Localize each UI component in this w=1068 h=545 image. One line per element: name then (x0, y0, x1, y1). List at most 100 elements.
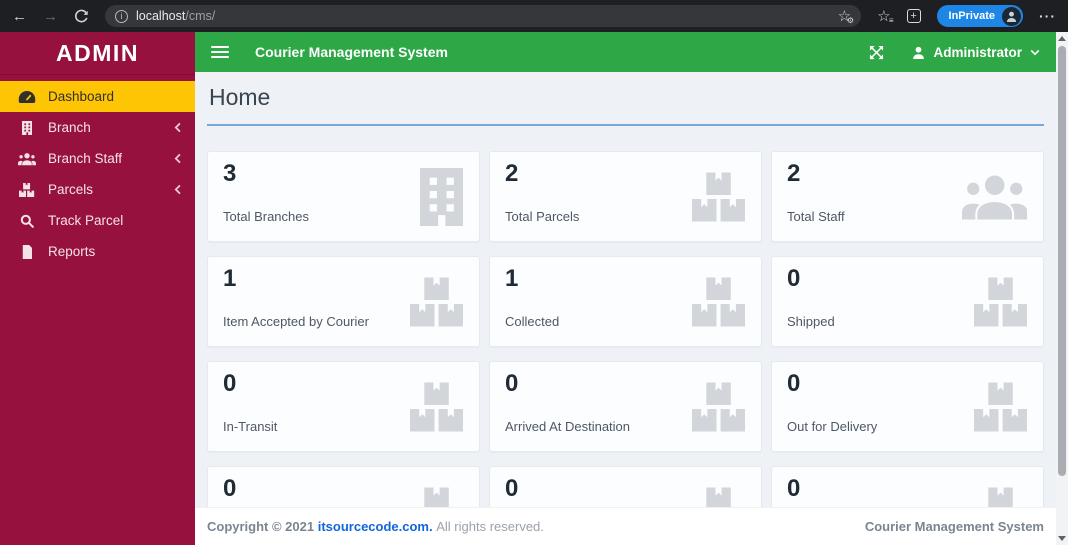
sidebar-brand: ADMIN (0, 32, 195, 75)
fullscreen-icon[interactable] (869, 45, 884, 60)
browser-back-icon[interactable]: ← (12, 7, 27, 25)
footer: Copyright © 2021 itsourcecode.com. All r… (195, 507, 1056, 545)
favorites-lines-icon: ≡ (888, 15, 894, 25)
building-icon (18, 120, 36, 135)
sidebar-item-reports[interactable]: Reports (0, 236, 195, 267)
stat-card-in-transit: 0 In-Transit (207, 361, 480, 452)
url-text: localhost/cms/ (136, 9, 215, 23)
inprivate-label: InPrivate (948, 10, 995, 22)
app-window: ADMIN Dashboard Branch Branch Staff Parcels… (0, 32, 1068, 545)
browser-refresh-icon[interactable] (74, 9, 89, 24)
favorites-icon[interactable]: ☆ ≡ (877, 7, 894, 25)
sidebar-item-dashboard[interactable]: Dashboard (0, 81, 195, 112)
stat-card-shipped: 0 Shipped (771, 256, 1044, 347)
stat-value: 2 (505, 160, 519, 187)
stat-label: Shipped (787, 314, 835, 329)
stat-value: 0 (223, 370, 237, 397)
main-area: Courier Management System Administrator … (195, 32, 1056, 545)
file-icon (18, 244, 36, 259)
boxes-icon (409, 277, 463, 326)
chevron-down-icon (1030, 49, 1040, 55)
stat-value: 1 (223, 265, 237, 292)
stat-label: In-Transit (223, 419, 278, 434)
scroll-up-arrow-icon[interactable] (1058, 36, 1066, 41)
content: Home 3 Total Branches 2 Total Parcels 2 Total… (195, 72, 1056, 545)
stat-card-total-staff: 2 Total Staff (771, 151, 1044, 242)
profile-avatar[interactable] (1002, 6, 1021, 26)
search-icon (18, 214, 36, 228)
stat-label: Collected (505, 314, 560, 329)
stat-value: 1 (505, 265, 519, 292)
sidebar-item-label: Branch Staff (48, 151, 123, 166)
stat-card-total-parcels: 2 Total Parcels (489, 151, 762, 242)
sidebar-item-branch-staff[interactable]: Branch Staff (0, 143, 195, 174)
stat-card-collected: 1 Collected (489, 256, 762, 347)
inprivate-badge[interactable]: InPrivate (936, 5, 1023, 27)
chevron-left-icon (174, 153, 181, 164)
chevron-left-icon (174, 122, 181, 133)
sidebar-item-label: Track Parcel (48, 213, 124, 228)
scroll-down-arrow-icon[interactable] (1058, 536, 1066, 541)
stat-value: 0 (223, 475, 237, 502)
url-path: /cms/ (185, 9, 216, 23)
stat-label: Total Branches (223, 209, 309, 224)
user-dropdown[interactable]: Administrator (912, 45, 1040, 60)
sidebar-menu: Dashboard Branch Branch Staff Parcels Track … (0, 81, 195, 267)
user-name: Administrator (933, 44, 1022, 60)
stat-card-arrived-at-destination: 0 Arrived At Destination (489, 361, 762, 452)
boxes-icon (18, 182, 36, 197)
stat-label: Total Staff (787, 209, 845, 224)
tachometer-icon (18, 90, 36, 104)
stat-value: 0 (787, 475, 801, 502)
boxes-icon (973, 382, 1027, 431)
top-navbar: Courier Management System Administrator (195, 32, 1056, 72)
site-info-icon[interactable]: i (115, 9, 128, 23)
title-divider (207, 124, 1044, 126)
stat-value: 0 (505, 370, 519, 397)
navbar-right: Administrator (869, 45, 1040, 60)
url-host: localhost (136, 9, 186, 23)
building-icon (419, 167, 463, 226)
stat-card-total-branches: 3 Total Branches (207, 151, 480, 242)
stat-card-out-for-delivery: 0 Out for Delivery (771, 361, 1044, 452)
sidebar-item-parcels[interactable]: Parcels (0, 174, 195, 205)
browser-menu-icon[interactable]: ··· (1039, 8, 1056, 24)
user-icon (913, 46, 925, 59)
app-title: Courier Management System (255, 44, 448, 60)
stat-value: 0 (787, 265, 801, 292)
browser-toolbar: ← → i localhost/cms/ ☆ ⚙ ☆ ≡ + InPrivate ·… (0, 0, 1068, 32)
hamburger-menu-icon[interactable] (211, 46, 229, 58)
stat-value: 0 (787, 370, 801, 397)
address-bar[interactable]: i localhost/cms/ ☆ ⚙ (105, 5, 862, 27)
boxes-icon (691, 172, 745, 221)
boxes-icon (691, 382, 745, 431)
stat-value: 2 (787, 160, 801, 187)
sidebar-item-label: Branch (48, 120, 91, 135)
sidebar-item-label: Reports (48, 244, 96, 259)
stat-label: Out for Delivery (787, 419, 878, 434)
sidebar-item-label: Parcels (48, 182, 94, 197)
add-favorite-icon[interactable]: ☆ ⚙ (837, 7, 855, 25)
page-title: Home (209, 84, 271, 110)
boxes-icon (973, 277, 1027, 326)
vertical-scrollbar[interactable] (1056, 32, 1068, 545)
stat-label: Item Accepted by Courier (223, 314, 369, 329)
stat-value: 3 (223, 160, 237, 187)
users-icon (961, 174, 1027, 219)
stat-label: Total Parcels (505, 209, 580, 224)
sidebar-item-branch[interactable]: Branch (0, 112, 195, 143)
boxes-icon (691, 277, 745, 326)
sidebar-item-track-parcel[interactable]: Track Parcel (0, 205, 195, 236)
browser-forward-icon[interactable]: → (43, 7, 58, 25)
footer-link[interactable]: itsourcecode.com. (317, 519, 433, 534)
collections-icon[interactable]: + (906, 9, 921, 23)
stat-card-item-accepted-by-courier: 1 Item Accepted by Courier (207, 256, 480, 347)
stat-label: Arrived At Destination (505, 419, 631, 434)
chevron-left-icon (174, 184, 181, 195)
sidebar-item-label: Dashboard (48, 89, 115, 104)
boxes-icon (409, 382, 463, 431)
stats-grid: 3 Total Branches 2 Total Parcels 2 Total Staf… (207, 151, 1044, 545)
footer-copyright: Copyright © 2021 itsourcecode.com. All r… (207, 519, 544, 534)
footer-app-name: Courier Management System (864, 519, 1044, 534)
scrollbar-thumb[interactable] (1058, 46, 1066, 476)
